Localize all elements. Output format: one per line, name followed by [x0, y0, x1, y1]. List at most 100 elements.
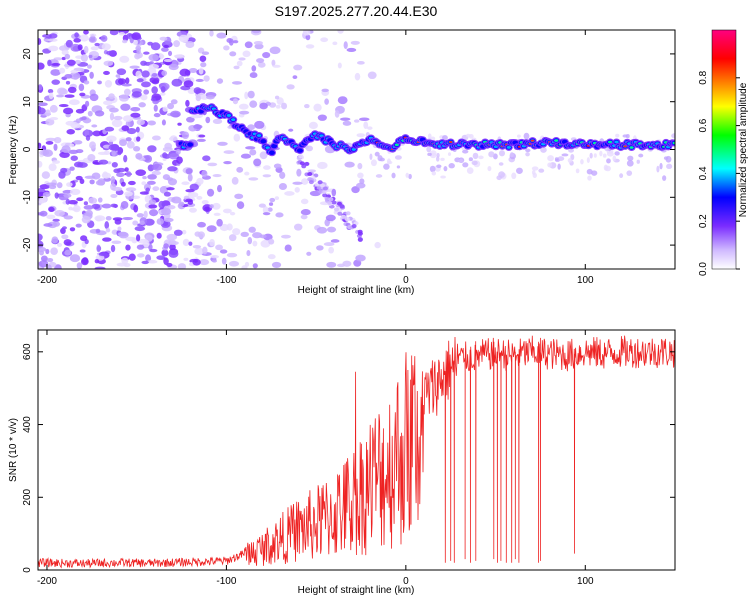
spectrogram-cell — [65, 198, 70, 205]
spectrogram-cell — [121, 257, 129, 265]
spectrogram-cell — [194, 247, 205, 255]
spectrogram-cell — [38, 260, 49, 268]
spectrogram-cell — [509, 152, 514, 158]
spectrogram-cell — [325, 214, 336, 222]
spectrogram-cell — [356, 182, 366, 189]
spectrogram-cell — [143, 89, 150, 95]
spectrogram-cell — [167, 166, 178, 172]
spectrogram-cell — [244, 171, 250, 176]
spectrogram-cell — [276, 97, 284, 105]
spectrogram-cell — [66, 129, 75, 135]
spectrogram-cell — [129, 65, 140, 69]
spectrogram-cell — [68, 206, 74, 211]
spectrogram-cell — [120, 103, 131, 111]
spectrogram-cell — [38, 84, 43, 91]
spectrogram-cell — [511, 172, 517, 180]
spectrogram-cell — [662, 175, 667, 181]
spectrogram-cell — [233, 65, 240, 70]
spectrogram-cell — [313, 103, 322, 112]
colorbar-tick-label: 0.8 — [698, 70, 709, 84]
spectrogram-cell — [671, 133, 675, 139]
spectrogram-cell — [104, 221, 110, 230]
spectrogram-cell — [659, 162, 663, 170]
spectrogram-cell — [626, 160, 634, 167]
spectrogram-cell — [47, 59, 52, 67]
spectrogram-cell — [38, 246, 47, 253]
spectrogram-cell — [304, 161, 310, 166]
spectrogram-cell — [158, 200, 165, 209]
spectrogram-cell — [431, 171, 437, 176]
spectrogram-cell — [248, 177, 259, 181]
spectrogram-cell — [440, 157, 445, 162]
spectrogram-cell — [187, 173, 193, 182]
snr-y-tick-label: 600 — [22, 343, 33, 360]
spectrogram-cell — [167, 50, 173, 57]
spectrogram-cell — [63, 215, 74, 220]
spectrogram-cell — [337, 96, 348, 105]
spectrogram-cell — [332, 41, 338, 46]
spectrogram-cell — [89, 71, 94, 79]
spectrogram-cell — [211, 259, 218, 263]
spectrogram-cell — [136, 48, 141, 55]
spectrogram-cell — [383, 163, 390, 170]
spectrogram-cell — [328, 246, 334, 254]
spectrogram-cell — [468, 134, 474, 139]
spectrogram-cell — [259, 102, 268, 110]
spectrogram-cell — [194, 231, 201, 237]
spectrogram-cell — [69, 254, 81, 263]
spectrogram-cell — [317, 114, 327, 121]
spectrogram-cell — [75, 118, 81, 124]
spectrogram-cell — [358, 117, 370, 121]
spectrogram-cell — [258, 203, 266, 208]
spectrogram-cell — [219, 249, 228, 254]
spectrogram-cell — [212, 118, 223, 125]
spectrogram-cell — [73, 140, 83, 145]
spectrogram-cell — [78, 83, 85, 92]
spectrogram-cell — [247, 236, 253, 245]
spectrogram-cell — [39, 210, 48, 217]
spectrogram-cell — [56, 182, 63, 189]
spectrogram-cell — [568, 148, 574, 153]
spectrogram-cell — [263, 165, 271, 170]
spectrogram-cell — [156, 218, 164, 225]
spectrogram-cell — [184, 69, 191, 76]
spectrogram-cell — [62, 107, 74, 115]
spectrogram-y-tick-label: -20 — [22, 237, 33, 252]
spectrogram-cell — [606, 151, 614, 157]
spectrogram-cell — [49, 116, 59, 121]
spectrogram-cell — [168, 240, 179, 246]
spectrogram-cell — [205, 116, 211, 124]
spectrogram-cell — [69, 166, 75, 171]
spectrogram-cell — [161, 119, 166, 126]
spectrogram-cell — [168, 136, 178, 141]
spectrogram-cell — [91, 124, 98, 128]
spectrogram-cell — [43, 38, 50, 42]
snr-y-label: SNR (10 * v/v) — [8, 418, 19, 482]
spectrogram-cell — [108, 144, 120, 151]
spectrogram-cell — [65, 80, 71, 85]
spectrogram-cell — [147, 174, 157, 180]
spectrogram-cell — [135, 70, 142, 78]
spectrogram-cell — [363, 121, 369, 129]
spectrogram-cell — [268, 238, 275, 245]
spectrogram-cell — [126, 128, 137, 135]
spectrogram-cell — [65, 120, 76, 126]
spectrogram-cell — [448, 163, 455, 169]
spectrogram-cell — [181, 181, 190, 186]
spectrogram-cell — [177, 122, 182, 126]
snr-x-tick-label: 0 — [403, 576, 409, 587]
spectrogram-cell — [201, 170, 208, 178]
spectrogram-cell — [274, 95, 280, 100]
spectrogram-cell — [309, 190, 321, 197]
spectrogram-cell — [161, 207, 172, 216]
spectrogram-cell — [66, 182, 73, 187]
spectrogram-cell — [41, 171, 51, 179]
spectrogram-cell — [48, 206, 55, 213]
spectrogram-cell — [300, 214, 308, 220]
snr-x-label: Height of straight line (km) — [298, 585, 415, 596]
spectrogram-cell — [328, 197, 334, 202]
spectrogram-cell — [223, 45, 230, 51]
spectrogram-cell — [135, 126, 140, 133]
spectrogram-cell — [45, 137, 57, 142]
spectrogram-cell — [257, 61, 266, 68]
